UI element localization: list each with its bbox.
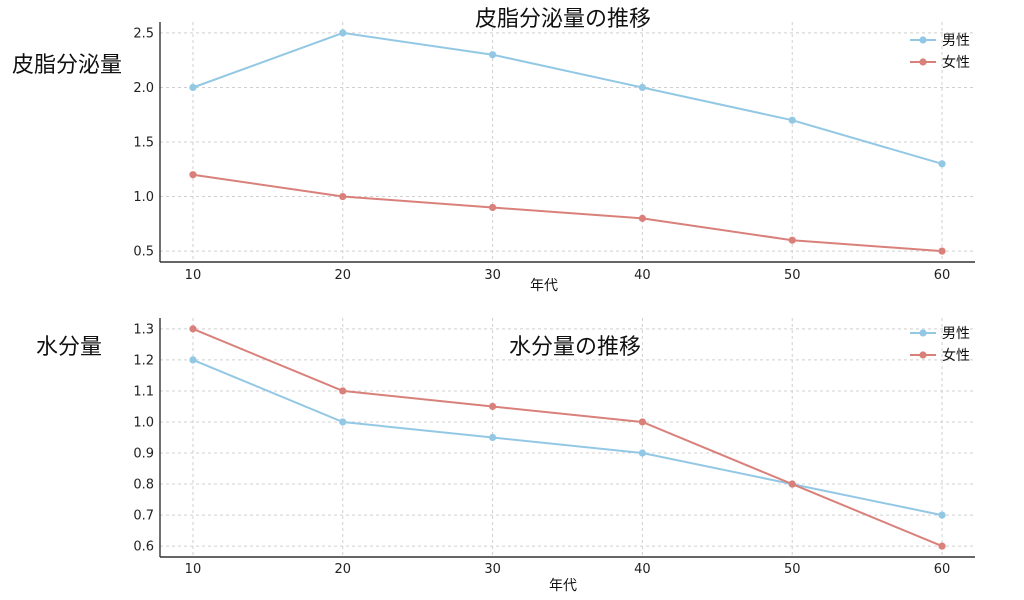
x-tick-label: 20 bbox=[335, 268, 352, 283]
x-tick-label: 50 bbox=[784, 562, 801, 577]
data-point bbox=[189, 325, 197, 333]
data-point bbox=[938, 511, 946, 519]
data-point bbox=[638, 83, 647, 92]
y-axis-label: 水分量 bbox=[36, 335, 102, 360]
series-line-male bbox=[192, 358, 943, 517]
x-tick-label: 10 bbox=[185, 268, 202, 283]
y-tick-label: 0.9 bbox=[133, 447, 154, 462]
data-point bbox=[189, 356, 197, 364]
series-line-male bbox=[192, 31, 943, 165]
legend-marker bbox=[919, 329, 927, 337]
series-line-female bbox=[192, 327, 943, 548]
data-point bbox=[488, 402, 497, 411]
x-tick-label: 50 bbox=[784, 268, 801, 283]
x-tick-label: 20 bbox=[335, 562, 352, 577]
data-point bbox=[938, 160, 946, 168]
data-point bbox=[339, 387, 347, 395]
sebum-axes bbox=[159, 22, 975, 263]
chart-title: 皮脂分泌量の推移 bbox=[475, 7, 651, 32]
data-point bbox=[339, 192, 347, 201]
x-tick-label: 30 bbox=[484, 268, 501, 283]
x-tick-label: 40 bbox=[634, 268, 651, 283]
data-point bbox=[788, 236, 796, 244]
y-tick-label: 1.5 bbox=[133, 136, 154, 151]
moisture-grid bbox=[160, 318, 975, 557]
y-tick-label: 0.6 bbox=[133, 540, 154, 555]
legend-label: 女性 bbox=[942, 54, 970, 71]
y-tick-label: 1.2 bbox=[133, 353, 154, 368]
sebum-chart: 10 20 30 40 50 60 0.5 1.0 1.5 2.0 2.5 皮脂分泌量の推移 皮脂分… bbox=[12, 7, 975, 294]
data-point bbox=[488, 433, 497, 442]
data-point bbox=[189, 83, 197, 92]
legend-marker bbox=[919, 36, 927, 44]
series-line-female bbox=[192, 173, 943, 253]
x-tick-label: 30 bbox=[484, 562, 501, 577]
x-tick-label: 60 bbox=[934, 268, 951, 283]
data-point bbox=[638, 449, 647, 457]
y-tick-label: 1.0 bbox=[133, 415, 154, 430]
y-axis-label: 皮脂分泌量 bbox=[12, 53, 122, 78]
sebum-series-group bbox=[189, 29, 946, 255]
legend-label: 女性 bbox=[942, 347, 970, 364]
data-point bbox=[638, 214, 647, 222]
data-point bbox=[339, 418, 347, 426]
y-tick-label: 2.5 bbox=[133, 26, 154, 41]
x-axis-label: 年代 bbox=[549, 578, 577, 594]
legend-marker bbox=[919, 351, 927, 359]
data-point bbox=[938, 247, 946, 255]
y-tick-label: 1.3 bbox=[133, 322, 154, 337]
y-tick-label: 0.8 bbox=[133, 478, 154, 493]
data-point bbox=[938, 542, 946, 550]
sebum-ticks: 10 20 30 40 50 60 0.5 1.0 1.5 2.0 2.5 bbox=[133, 26, 950, 283]
data-point bbox=[638, 418, 647, 426]
data-point bbox=[788, 480, 796, 488]
data-point bbox=[788, 116, 796, 124]
data-point bbox=[339, 29, 347, 37]
data-point bbox=[488, 51, 497, 59]
legend-label: 男性 bbox=[942, 326, 970, 342]
y-tick-label: 0.5 bbox=[133, 245, 154, 260]
legend-marker bbox=[919, 58, 927, 66]
moisture-chart: 10 20 30 40 50 60 0.6 0.7 0.8 0.9 1.0 1.1 1.2 1.3 水分量… bbox=[36, 318, 975, 594]
moisture-series-group bbox=[189, 325, 946, 550]
legend-label: 男性 bbox=[942, 33, 970, 49]
x-tick-label: 10 bbox=[185, 562, 202, 577]
x-tick-label: 40 bbox=[634, 562, 651, 577]
moisture-ticks: 10 20 30 40 50 60 0.6 0.7 0.8 0.9 1.0 1.1 1.2 1.3 bbox=[133, 322, 950, 577]
chart-title: 水分量の推移 bbox=[509, 335, 641, 360]
y-tick-label: 2.0 bbox=[133, 81, 154, 96]
sebum-grid bbox=[160, 22, 975, 262]
y-tick-label: 1.0 bbox=[133, 190, 154, 205]
y-tick-label: 0.7 bbox=[133, 509, 154, 524]
data-point bbox=[488, 203, 497, 212]
data-point bbox=[189, 171, 197, 179]
x-tick-label: 60 bbox=[934, 562, 951, 577]
moisture-axes bbox=[159, 318, 975, 558]
y-tick-label: 1.1 bbox=[133, 384, 154, 399]
x-axis-label: 年代 bbox=[530, 278, 558, 294]
